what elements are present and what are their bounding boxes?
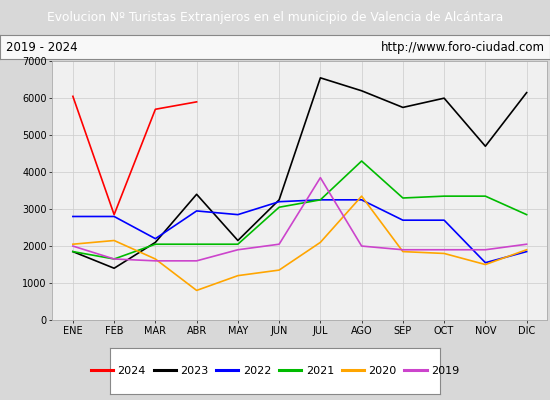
Text: 2019 - 2024: 2019 - 2024: [6, 41, 77, 54]
Text: http://www.foro-ciudad.com: http://www.foro-ciudad.com: [381, 41, 544, 54]
Legend: 2024, 2023, 2022, 2021, 2020, 2019: 2024, 2023, 2022, 2021, 2020, 2019: [86, 362, 464, 380]
Text: Evolucion Nº Turistas Extranjeros en el municipio de Valencia de Alcántara: Evolucion Nº Turistas Extranjeros en el …: [47, 11, 503, 24]
